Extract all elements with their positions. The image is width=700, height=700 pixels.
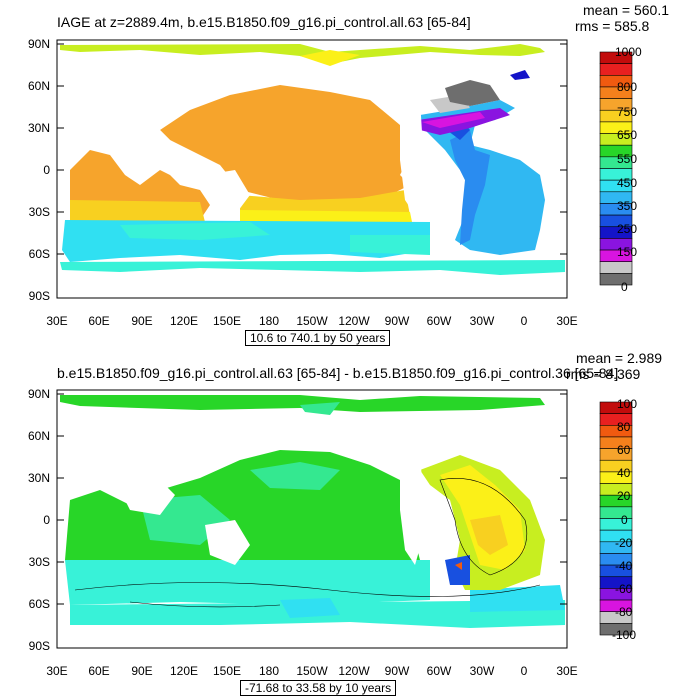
colorbar-swatch bbox=[599, 623, 633, 636]
panel2-colorbar-label: -80 bbox=[615, 605, 633, 619]
panel1-lat-label: 90N bbox=[27, 37, 50, 51]
panel1-colorbar-label: 750 bbox=[617, 105, 638, 119]
panel1-lon-label: 30W bbox=[469, 314, 495, 328]
colorbar-swatch bbox=[599, 273, 633, 286]
panel1-arctic-yellow bbox=[300, 50, 360, 66]
panel1-rms: rms = 585.8 bbox=[575, 18, 650, 34]
panel1-lon-label: 150W bbox=[296, 314, 328, 328]
panel1-lat-label: 30N bbox=[27, 121, 50, 135]
panel1-lat-label: 90S bbox=[28, 289, 50, 303]
panel2-colorbar-label: 60 bbox=[617, 443, 631, 457]
panel2-colorbar-label: -100 bbox=[612, 628, 637, 642]
panel2-lat-label: 0 bbox=[43, 513, 50, 527]
panel2-lat-label: 90S bbox=[28, 639, 50, 653]
panel1-lat-label: 60S bbox=[28, 247, 50, 261]
panel2-ocean-main bbox=[65, 450, 420, 585]
panel1-subtitle: 10.6 to 740.1 by 50 years bbox=[245, 330, 391, 346]
colorbar-swatch bbox=[599, 261, 633, 274]
panel2-lon-label: 150E bbox=[212, 664, 242, 678]
panel2-lon-label: 90E bbox=[131, 664, 153, 678]
panel2-lat-label: 90N bbox=[27, 387, 50, 401]
panel2-colorbar-label: 80 bbox=[617, 420, 631, 434]
panel1-colorbar-label: 350 bbox=[617, 199, 638, 213]
panel1-lon-label: 120W bbox=[338, 314, 370, 328]
panel1-lon-label: 120E bbox=[169, 314, 199, 328]
panel2-lon-label: 90W bbox=[384, 664, 410, 678]
panel1-mean: mean = 560.1 bbox=[583, 2, 670, 18]
panel1-map bbox=[56, 39, 568, 299]
panel1-colorbar-label: 0 bbox=[621, 280, 628, 294]
colorbar-swatch bbox=[599, 63, 633, 76]
panel2-lat-label: 30N bbox=[27, 471, 50, 485]
panel1-lon-label: 60W bbox=[426, 314, 452, 328]
panel2-southern-ocean bbox=[65, 560, 430, 605]
panel2-colorbar bbox=[599, 401, 633, 636]
panel1-pacific bbox=[160, 85, 410, 205]
panel2-lat-label: 60S bbox=[28, 597, 50, 611]
panel1-arctic bbox=[60, 44, 545, 64]
panel2-rms: rms = 8.369 bbox=[566, 366, 641, 382]
panel1-colorbar-label: 550 bbox=[617, 152, 638, 166]
panel1-colorbar-label: 800 bbox=[617, 80, 638, 94]
panel2-lon-label: 0 bbox=[520, 664, 528, 678]
panel1-lon-label: 90W bbox=[384, 314, 410, 328]
panel2-colorbar-label: -40 bbox=[615, 559, 633, 573]
panel1-lat-label: 60N bbox=[27, 79, 50, 93]
panel1-lon-label: 0 bbox=[520, 314, 528, 328]
panel2-lon-label: 60E bbox=[88, 664, 110, 678]
panel1-arctic-grey bbox=[445, 80, 500, 106]
panel2-lon-label: 180 bbox=[258, 664, 280, 678]
panel1-lat-label: 30S bbox=[28, 205, 50, 219]
panel1-lon-label: 150E bbox=[212, 314, 242, 328]
panel2-lon-label: 120W bbox=[338, 664, 370, 678]
panel1-title: IAGE at z=2889.4m, b.e15.B1850.f09_g16.p… bbox=[57, 14, 471, 30]
panel1-colorbar-label: 650 bbox=[617, 128, 638, 142]
panel1-lon-label: 90E bbox=[131, 314, 153, 328]
panel2-ticks bbox=[57, 393, 567, 605]
panel2-map bbox=[56, 389, 568, 649]
panel1-lon-label: 30E bbox=[556, 314, 578, 328]
panel2-subtitle: -71.68 to 33.58 by 10 years bbox=[240, 680, 397, 696]
panel1-colorbar-label: 150 bbox=[617, 245, 638, 259]
panel1-colorbar bbox=[599, 51, 633, 286]
panel2-colorbar-label: 0 bbox=[621, 513, 628, 527]
panel1-lat-label: 0 bbox=[43, 163, 50, 177]
panel1-colorbar-label: 250 bbox=[617, 222, 638, 236]
panel1-colorbar-label: 450 bbox=[617, 176, 638, 190]
panel2-colorbar-label: 20 bbox=[617, 489, 631, 503]
panel2-title: b.e15.B1850.f09_g16.pi_control.all.63 [6… bbox=[57, 365, 619, 381]
panel1-lon-label: 60E bbox=[88, 314, 110, 328]
panel2-lon-label: 120E bbox=[169, 664, 199, 678]
panel1-lon-label: 180 bbox=[258, 314, 280, 328]
panel2-colorbar-label: 40 bbox=[617, 466, 631, 480]
panel2-colorbar-label: -20 bbox=[615, 536, 633, 550]
panel1-colorbar-label: 1000 bbox=[615, 45, 642, 59]
panel2-colorbar-label: 100 bbox=[617, 397, 638, 411]
panel2-arctic bbox=[60, 395, 545, 412]
panel2-lat-label: 30S bbox=[28, 555, 50, 569]
panel2-colorbar-label: -60 bbox=[615, 582, 633, 596]
panel2-mean: mean = 2.989 bbox=[576, 350, 663, 366]
panel2-lon-label: 30E bbox=[556, 664, 578, 678]
panel1-ticks bbox=[57, 43, 567, 255]
panel2-lon-label: 150W bbox=[296, 664, 328, 678]
panel2-lat-label: 60N bbox=[27, 429, 50, 443]
panel2-lon-label: 30W bbox=[469, 664, 495, 678]
panel1-lon-label: 30E bbox=[46, 314, 68, 328]
panel2-lon-label: 30E bbox=[46, 664, 68, 678]
panel2-lon-label: 60W bbox=[426, 664, 452, 678]
